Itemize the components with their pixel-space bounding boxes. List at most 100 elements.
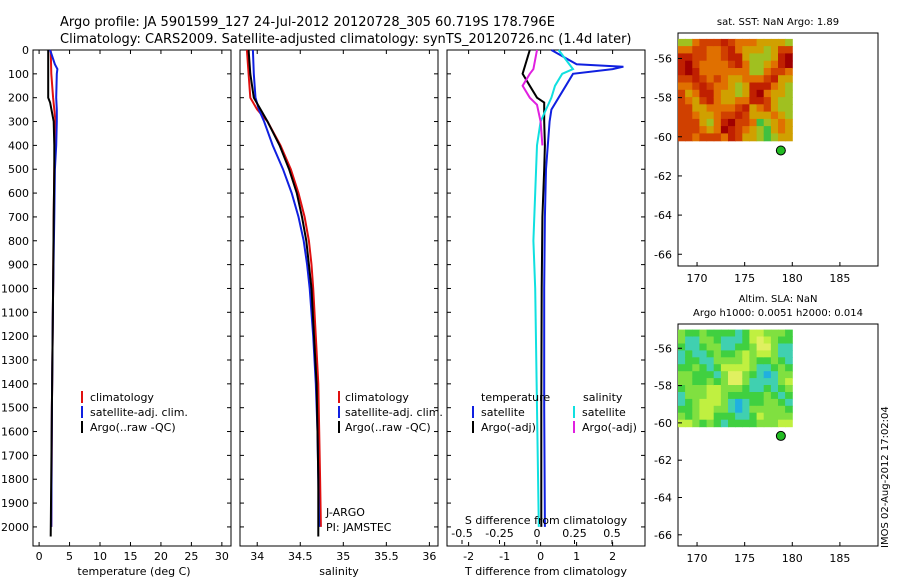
map-cell (692, 68, 700, 76)
map-cell (785, 82, 793, 91)
map-cell (735, 38, 743, 47)
map-cell (720, 371, 729, 379)
map-cell (742, 336, 750, 344)
map-cell (735, 133, 743, 142)
map-cell (678, 336, 686, 344)
map-cell (756, 385, 765, 393)
map-cell (728, 97, 736, 105)
map-cell (770, 60, 779, 69)
map-cell (735, 392, 743, 400)
map-cell (742, 75, 750, 84)
map-cell (735, 385, 743, 393)
x-tick-label: 30 (215, 550, 229, 563)
map-cell (685, 38, 693, 47)
map-cell (735, 82, 743, 91)
map-cell (678, 329, 686, 338)
map-cell (706, 75, 715, 84)
map-cell (685, 89, 693, 98)
map-cell (735, 46, 743, 54)
map-cell (699, 53, 708, 62)
map-cell (735, 104, 743, 113)
legend-swatch-temp-argo (472, 421, 474, 433)
map-cell (735, 419, 743, 428)
y-tick-label: 200 (8, 92, 29, 105)
x-tick-label: 170 (687, 552, 708, 565)
map-cell (720, 343, 729, 351)
map-cell (685, 405, 693, 414)
map-cell (706, 53, 715, 62)
map-cell (778, 53, 786, 62)
map-cell (713, 118, 722, 127)
y-tick-label: 0 (22, 44, 29, 57)
difference-chart: -2 -1 0 1 2 -0.5 -0.25 0 0.25 0.5 (447, 49, 645, 563)
map-cell (763, 343, 772, 351)
map-cell (756, 75, 765, 84)
map-cell (756, 118, 765, 127)
map-cell (699, 343, 708, 351)
map-cell (692, 398, 700, 407)
map-cell (778, 133, 786, 142)
map-cell (770, 75, 779, 84)
y-tick-label: -62 (654, 170, 672, 183)
y-tick-label: 1900 (1, 497, 29, 510)
x-tick-label: -2 (463, 550, 474, 563)
map-cell (785, 357, 793, 365)
map-cell (713, 104, 722, 113)
map-cell (735, 75, 743, 84)
map-cell (778, 68, 786, 76)
y-tick-label: -58 (654, 380, 672, 393)
map-cell (778, 419, 786, 428)
map-cell (685, 97, 693, 105)
map-cell (785, 53, 793, 62)
map-cell (742, 412, 750, 421)
map-cell (699, 385, 708, 393)
legend-swatch-satellite (338, 406, 340, 418)
map-cell (749, 104, 758, 113)
map-cell (728, 111, 736, 120)
map-cell (678, 343, 686, 351)
map-cell (770, 364, 779, 372)
y-tick-label: 1300 (1, 354, 29, 367)
map-cell (713, 75, 722, 84)
map-cell (735, 68, 743, 76)
legend-header-temperature: temperature (481, 391, 550, 404)
float-pi: PI: JAMSTEC (326, 521, 392, 534)
y-tick-label: -60 (654, 131, 672, 144)
map-cell (728, 350, 736, 358)
map-cell (728, 336, 736, 344)
map-cell (785, 385, 793, 393)
map-cell (770, 53, 779, 62)
series-line-salinity-argo-adj- (521, 49, 544, 146)
map-cell (785, 89, 793, 98)
map-cell (706, 398, 715, 407)
map-cell (685, 371, 693, 379)
map-cell (678, 118, 686, 127)
map-cell (763, 118, 772, 127)
map-cell (728, 343, 736, 351)
map-cell (756, 60, 765, 69)
map-cell (678, 398, 686, 407)
sst-map-panel (677, 32, 879, 267)
map-cell (706, 89, 715, 98)
map-cell (778, 111, 786, 120)
map-cell (699, 82, 708, 91)
map-cell (713, 398, 722, 407)
map-cell (685, 350, 693, 358)
legend-temp-satellite: satellite (481, 406, 525, 419)
map-cell (785, 126, 793, 134)
x-tick-label: 2 (609, 550, 616, 563)
map-cell (763, 38, 772, 47)
map-cell (778, 336, 786, 344)
map-cell (678, 111, 686, 120)
y-tick-label: 1700 (1, 449, 29, 462)
map-cell (713, 364, 722, 372)
map-cell (678, 412, 686, 421)
map-cell (742, 46, 750, 54)
map-cell (692, 53, 700, 62)
map-cell (763, 97, 772, 105)
map-cell (706, 38, 715, 47)
map-cell (699, 46, 708, 54)
map-cell (756, 329, 765, 338)
map-cell (699, 60, 708, 69)
map-cell (742, 82, 750, 91)
